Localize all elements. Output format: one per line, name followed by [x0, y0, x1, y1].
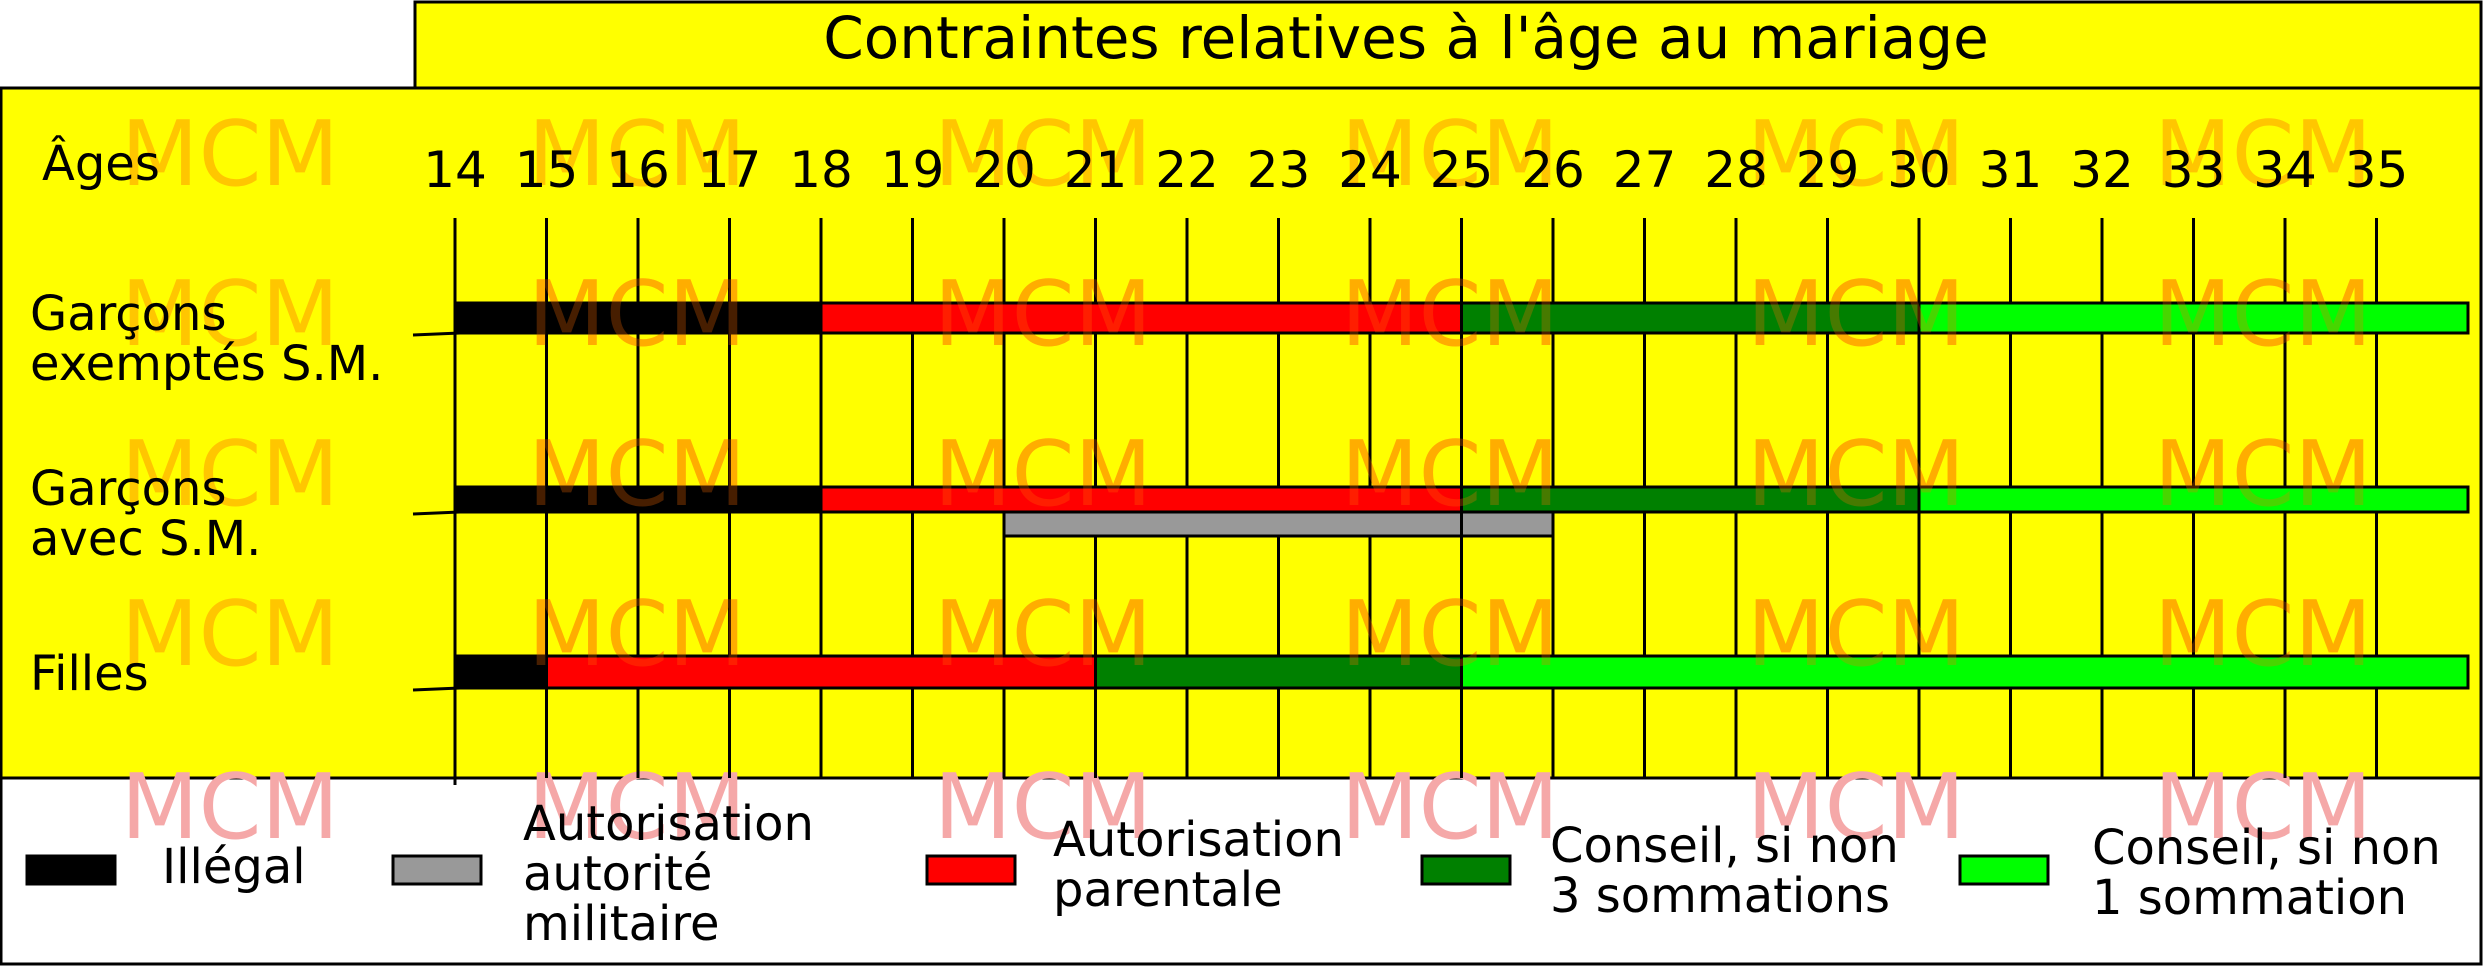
age-tick-label: 28	[1704, 141, 1768, 199]
watermark-text: MCM	[121, 102, 339, 207]
age-tick-label: 24	[1338, 141, 1402, 199]
age-tick-label: 22	[1155, 141, 1219, 199]
age-tick-label: 15	[515, 141, 579, 199]
age-tick-label: 30	[1887, 141, 1951, 199]
row-baseline	[412, 686, 461, 692]
row-label: exemptés S.M.	[30, 336, 383, 392]
age-tick-label: 23	[1247, 141, 1311, 199]
watermark-text: MCM	[934, 755, 1152, 860]
watermark-text: MCM	[121, 755, 339, 860]
watermark-text: MCM	[1341, 582, 1559, 687]
watermark-text: MCM	[121, 422, 339, 527]
watermark-text: MCM	[934, 102, 1152, 207]
watermark-text: MCM	[1747, 102, 1965, 207]
watermark-text: MCM	[2154, 755, 2372, 860]
bar-segment-advice3	[1460, 485, 1921, 514]
watermark-text: MCM	[1747, 582, 1965, 687]
watermark-text: MCM	[1341, 262, 1559, 367]
row-label: Filles	[30, 646, 149, 702]
bar-segment-advice3	[1460, 301, 1921, 335]
watermark-text: MCM	[1341, 102, 1559, 207]
legend-label: militaire	[523, 896, 720, 952]
ages-axis-label: Âges	[42, 135, 160, 192]
watermark-layer: MCM MCM MCM MCM MCM MCM MCM MCM MCM MCM MCM MCM MCM M…	[121, 102, 2372, 860]
watermark-text: MCM	[1341, 755, 1559, 860]
legend-label: Illégal	[162, 839, 306, 895]
bar-segment-advice1	[1917, 301, 2470, 335]
bar-segment-military	[1460, 510, 1555, 538]
watermark-text: MCM	[528, 102, 746, 207]
legend-swatch-military	[391, 854, 483, 886]
legend-label: Conseil, si non	[2092, 820, 2441, 876]
bar-segment-parental	[545, 654, 1097, 690]
age-tick-label: 31	[1979, 141, 2043, 199]
age-tick-label: 27	[1613, 141, 1677, 199]
watermark-text: MCM	[2154, 422, 2372, 527]
age-tick-label: 26	[1521, 141, 1585, 199]
legend-label: Autorisation	[523, 796, 814, 852]
bar-segment-advice1	[1917, 485, 2470, 514]
legend-swatch-parental	[925, 854, 1017, 886]
watermark-text: MCM	[1747, 422, 1965, 527]
age-tick-label: 18	[789, 141, 853, 199]
bar-segment-advice1	[1460, 654, 2470, 690]
watermark-text: MCM	[2154, 582, 2372, 687]
bar-segment-military	[1002, 510, 1463, 538]
watermark-text: MCM	[934, 262, 1152, 367]
row-label: Garçons	[30, 461, 226, 517]
age-tick-label: 29	[1796, 141, 1860, 199]
age-tick-label: 21	[1064, 141, 1128, 199]
legend-label: Conseil, si non	[1550, 818, 1899, 874]
legend-label: parentale	[1053, 862, 1283, 918]
legend-label: 3 sommations	[1550, 868, 1890, 924]
watermark-text: MCM	[1747, 755, 1965, 860]
watermark-text: MCM	[934, 422, 1152, 527]
bar-segment-illegal	[453, 485, 823, 514]
row-label: Garçons	[30, 286, 226, 342]
legend-label: Autorisation	[1053, 812, 1344, 868]
row-label: avec S.M.	[30, 511, 261, 567]
age-tick-label: 25	[1430, 141, 1494, 199]
legend-swatch-advice3	[1420, 854, 1512, 886]
watermark-text: MCM	[121, 582, 339, 687]
constraint-bars	[453, 301, 2470, 690]
legend-label: 1 sommation	[2092, 870, 2407, 926]
watermark-text: MCM	[528, 422, 746, 527]
title-box	[413, 0, 2483, 90]
bar-segment-illegal	[453, 301, 823, 335]
age-tick-labels: 14 15 16 17 18 19 20 21 22 23 24 25 26 27 28 29 30 31 32 33…	[423, 141, 2408, 199]
watermark-text: MCM	[2154, 262, 2372, 367]
legend-label: autorité	[523, 846, 712, 902]
age-tick-label: 14	[423, 141, 487, 199]
watermark-text: MCM	[934, 582, 1152, 687]
age-tick-label: 19	[881, 141, 945, 199]
age-tick-label: 32	[2070, 141, 2134, 199]
watermark-text: MCM	[1341, 422, 1559, 527]
legend: IllégalAutorisationautoritémilitaireAuto…	[25, 796, 2441, 952]
watermark-text: MCM	[528, 262, 746, 367]
diagram-title: Contraintes relatives à l'âge au mariage	[823, 4, 1989, 72]
watermark-overlay: MCM MCM MCM MCM MCM MCM MCM MCM MCM MCM MCM MCM MCM M…	[528, 262, 2372, 687]
watermark-text: MCM	[2154, 102, 2372, 207]
row-baseline	[412, 331, 461, 337]
watermark-text: MCM	[528, 582, 746, 687]
watermark-text: MCM	[121, 262, 339, 367]
age-tick-label: 34	[2253, 141, 2317, 199]
age-tick-label: 20	[972, 141, 1036, 199]
row-baseline	[412, 510, 461, 516]
watermark-text: MCM	[1747, 262, 1965, 367]
legend-swatch-advice1	[1958, 854, 2050, 886]
age-tick-label: 16	[606, 141, 670, 199]
age-tick-label: 33	[2162, 141, 2226, 199]
legend-swatch-illegal	[25, 854, 117, 886]
age-tick-label: 17	[698, 141, 762, 199]
age-tick-label: 35	[2345, 141, 2409, 199]
